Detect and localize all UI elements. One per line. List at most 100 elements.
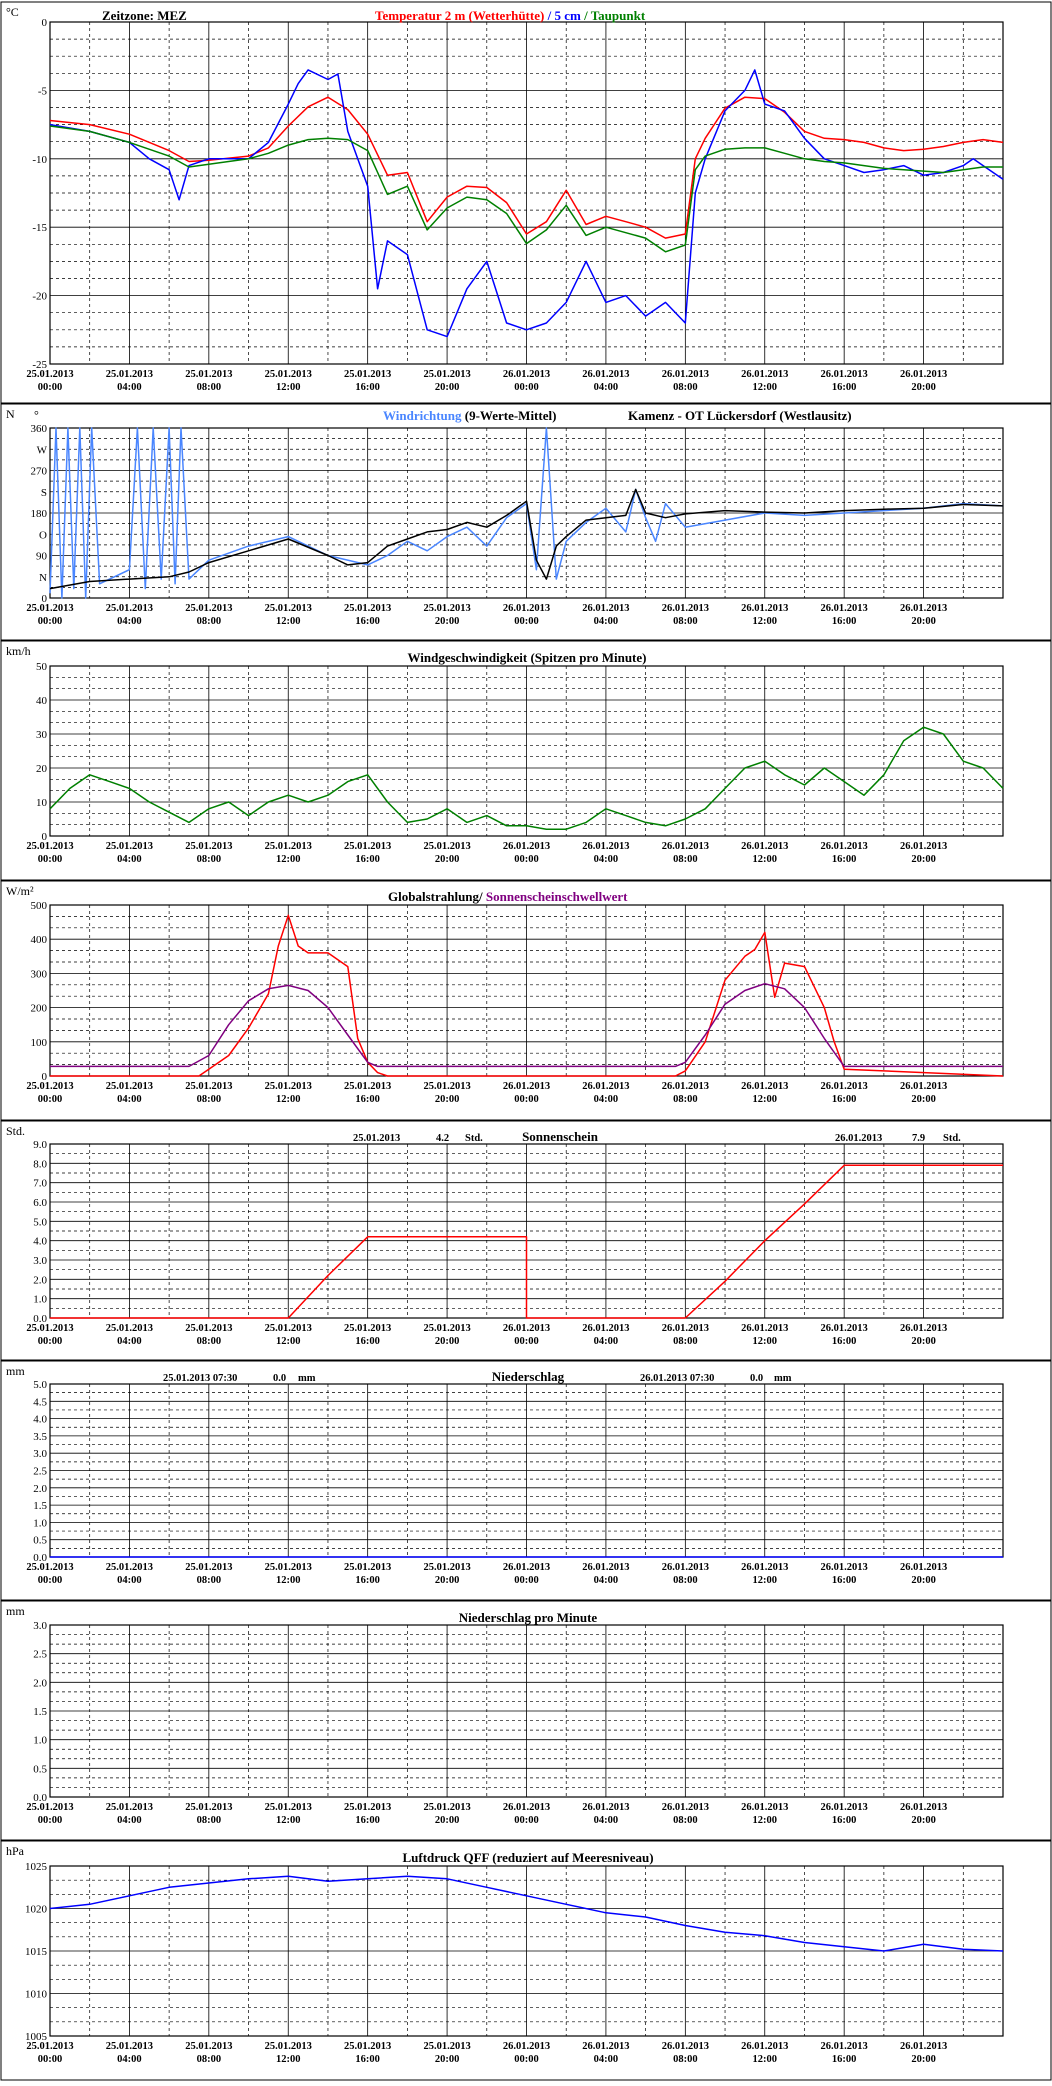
panel-radiation: 500 400 300 200 100 0 W/m² 25.01.2013 00:00 25.01…	[0, 880, 1052, 1121]
x-tick-time: 08:00	[673, 2054, 698, 2065]
x-tick-date: 26.01.2013	[582, 2041, 629, 2052]
x-tick-date: 26.01.2013	[900, 1081, 947, 1092]
y-tick-label: 1010	[25, 1989, 48, 2001]
x-tick-date: 26.01.2013	[662, 603, 709, 614]
x-tick-date: 26.01.2013	[741, 603, 788, 614]
x-tick-date: 25.01.2013	[106, 603, 153, 614]
x-tick-date: 26.01.2013	[900, 1562, 947, 1573]
y-tick-label: 4.0	[33, 1414, 47, 1426]
y-tick-label: 0.0	[33, 1792, 47, 1804]
x-tick-date: 25.01.2013	[265, 2041, 312, 2052]
x-tick-date: 26.01.2013	[582, 841, 629, 852]
x-tick-date: 25.01.2013	[185, 2041, 232, 2052]
x-tick-time: 12:00	[276, 2054, 301, 2065]
y-tick-label: 360	[31, 423, 48, 435]
x-tick-date: 26.01.2013	[503, 1081, 550, 1092]
x-tick-date: 25.01.2013	[106, 1081, 153, 1092]
y-tick-label: 5.0	[33, 1379, 47, 1391]
temperature-title-part: /	[544, 8, 554, 23]
x-tick-date: 25.01.2013	[26, 1802, 73, 1813]
series-line-wind_speed	[49, 726, 1004, 830]
x-tick-date: 25.01.2013	[423, 1562, 470, 1573]
panel-precip_minute: 3.0 2.5 2.0 1.5 1.0 0.5 0.0 mm 25.01.2013 00:00 25…	[0, 1600, 1052, 1841]
x-tick-time: 00:00	[38, 854, 63, 865]
x-tick-date: 25.01.2013	[423, 1802, 470, 1813]
y-tick-label: 7.0	[33, 1178, 47, 1190]
x-tick-time: 04:00	[594, 1575, 619, 1586]
x-tick-date: 25.01.2013	[26, 603, 73, 614]
x-tick-time: 20:00	[435, 1094, 460, 1105]
unit-label: mm	[6, 1364, 25, 1378]
x-tick-time: 20:00	[911, 616, 936, 627]
unit-label: hPa	[6, 1844, 25, 1858]
x-tick-date: 26.01.2013	[741, 1802, 788, 1813]
radiation-title-part: Globalstrahlung	[388, 889, 480, 904]
unit-label: Std.	[6, 1124, 25, 1138]
y-tick-label: 300	[31, 968, 48, 980]
x-tick-date: 25.01.2013	[265, 1323, 312, 1334]
x-tick-time: 00:00	[514, 2054, 539, 2065]
x-tick-time: 12:00	[753, 1094, 778, 1105]
precip-title: Niederschlag	[492, 1369, 565, 1384]
x-tick-time: 08:00	[197, 616, 222, 627]
x-tick-date: 26.01.2013	[503, 1802, 550, 1813]
y-tick-label: W	[37, 444, 48, 456]
y-tick-label: 400	[31, 934, 48, 946]
y-tick-label: 0.0	[33, 1313, 47, 1325]
x-tick-time: 16:00	[832, 1575, 857, 1586]
x-tick-date: 26.01.2013	[821, 841, 868, 852]
x-tick-date: 26.01.2013	[503, 841, 550, 852]
unit-label: °C	[6, 5, 19, 19]
y-tick-label: 0	[42, 593, 48, 605]
x-tick-time: 08:00	[197, 1336, 222, 1347]
x-tick-date: 26.01.2013	[741, 369, 788, 380]
temperature-title-part: 5 cm	[554, 8, 581, 23]
x-tick-date: 25.01.2013	[265, 603, 312, 614]
x-tick-time: 20:00	[435, 1815, 460, 1826]
x-tick-time: 00:00	[514, 1575, 539, 1586]
precip-date-2: 26.01.2013 07:30	[640, 1373, 714, 1384]
y-tick-label: O	[39, 529, 47, 541]
x-tick-time: 12:00	[276, 1575, 301, 1586]
x-tick-date: 25.01.2013	[106, 2041, 153, 2052]
precip-minute-title: Niederschlag pro Minute	[459, 1610, 598, 1625]
y-tick-label: -10	[32, 154, 47, 166]
y-tick-label: 270	[31, 466, 48, 478]
x-tick-time: 16:00	[832, 616, 857, 627]
y-tick-label: 1.0	[33, 1294, 47, 1306]
precip-value-1: 0.0	[273, 1373, 286, 1384]
series-line-sunshine	[50, 1164, 1003, 1319]
x-tick-date: 26.01.2013	[503, 1562, 550, 1573]
x-tick-date: 25.01.2013	[344, 1562, 391, 1573]
y-tick-label: 90	[36, 551, 48, 563]
x-tick-time: 12:00	[276, 382, 301, 393]
y-tick-label: 2.0	[33, 1677, 47, 1689]
x-tick-date: 25.01.2013	[106, 1562, 153, 1573]
wind-direction-title: Windrichtung (9-Werte-Mittel)	[383, 408, 556, 423]
x-tick-date: 26.01.2013	[662, 1802, 709, 1813]
temperature-title-part: Taupunkt	[591, 8, 646, 23]
x-tick-date: 25.01.2013	[106, 369, 153, 380]
x-tick-time: 00:00	[38, 616, 63, 627]
x-tick-date: 26.01.2013	[662, 2041, 709, 2052]
x-tick-time: 08:00	[197, 382, 222, 393]
x-tick-date: 26.01.2013	[821, 1323, 868, 1334]
x-tick-time: 20:00	[911, 1815, 936, 1826]
y-tick-label: 3.5	[33, 1431, 47, 1443]
y-tick-label: 180	[31, 508, 48, 520]
x-tick-date: 25.01.2013	[185, 603, 232, 614]
x-tick-time: 04:00	[117, 1094, 142, 1105]
panel-frame	[0, 880, 1052, 1121]
y-tick-label: 1.5	[33, 1500, 47, 1512]
x-tick-time: 08:00	[673, 1336, 698, 1347]
y-tick-label: 4.0	[33, 1236, 47, 1248]
y-tick-label: 100	[31, 1037, 48, 1049]
x-tick-date: 25.01.2013	[344, 2041, 391, 2052]
precip-unit-2: mm	[774, 1373, 792, 1384]
x-tick-date: 25.01.2013	[423, 1323, 470, 1334]
x-tick-date: 26.01.2013	[582, 1081, 629, 1092]
x-tick-time: 04:00	[117, 854, 142, 865]
x-tick-time: 16:00	[355, 2054, 380, 2065]
